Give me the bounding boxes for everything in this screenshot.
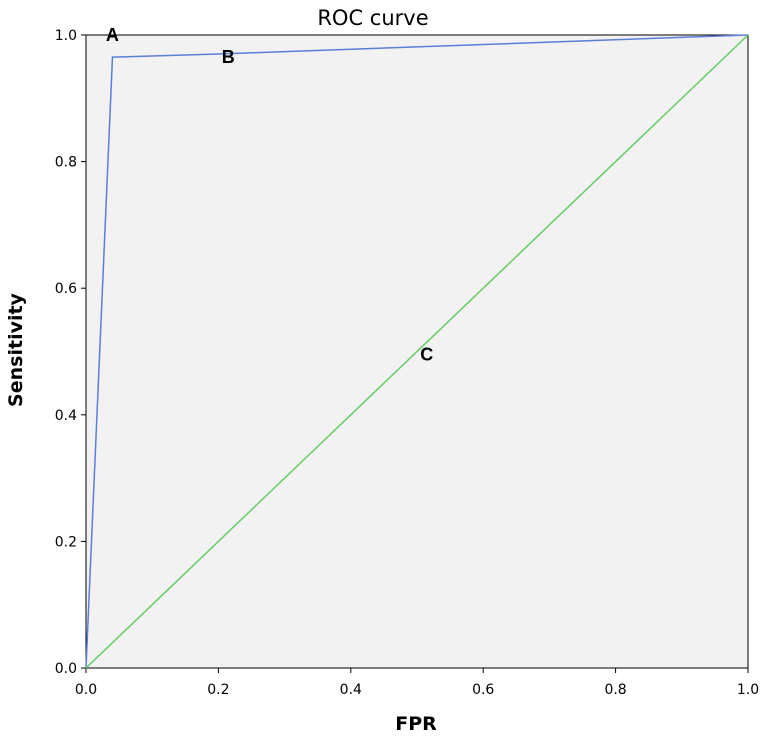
chart-title: ROC curve — [317, 6, 428, 30]
annotation-b: B — [222, 47, 235, 67]
series-layer — [85, 34, 749, 669]
x-tick-label: 1.0 — [737, 682, 759, 698]
x-tick-label: 0.8 — [604, 682, 626, 698]
y-tick-label: 0.8 — [55, 155, 77, 171]
y-axis-label: Sensitivity — [5, 292, 27, 406]
x-tick-label: 0.4 — [340, 682, 362, 698]
annotation-a: A — [106, 25, 119, 45]
annotation-c: C — [420, 345, 433, 365]
x-tick-label: 0.0 — [75, 682, 97, 698]
x-axis-ticks: 0.0 0.2 0.4 0.6 0.8 1.0 — [75, 668, 759, 698]
x-axis-label: FPR — [395, 713, 437, 735]
y-tick-label: 0.0 — [55, 661, 77, 677]
y-tick-label: 1.0 — [55, 28, 77, 44]
series-line-2 — [85, 34, 749, 669]
y-tick-label: 0.6 — [55, 281, 77, 297]
y-axis-ticks: 0.0 0.2 0.4 0.6 0.8 1.0 — [55, 28, 86, 677]
annotation-layer: A B C — [106, 25, 433, 365]
x-tick-label: 0.6 — [472, 682, 494, 698]
series-line-1 — [85, 34, 749, 669]
x-tick-label: 0.2 — [207, 682, 229, 698]
y-tick-label: 0.4 — [55, 408, 77, 424]
y-tick-label: 0.2 — [55, 534, 77, 550]
